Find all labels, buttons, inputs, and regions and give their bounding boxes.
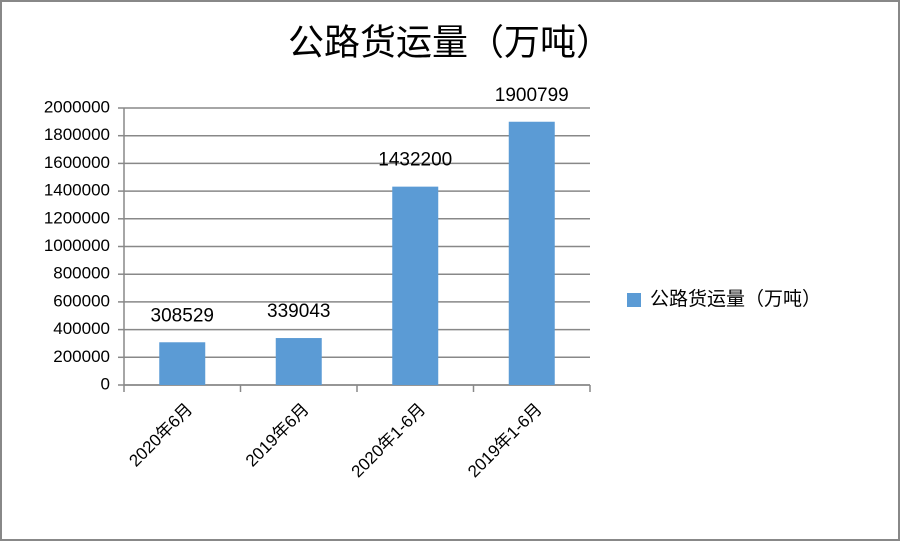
bar <box>159 342 206 385</box>
y-tick-label: 200000 <box>53 347 110 366</box>
chart-title: 公路货运量（万吨） <box>288 22 612 63</box>
data-label: 1900799 <box>495 85 569 106</box>
y-tick-label: 800000 <box>53 264 110 283</box>
y-tick-label: 1400000 <box>44 181 110 200</box>
bar <box>392 186 439 385</box>
legend-swatch <box>627 293 641 307</box>
data-label: 308529 <box>151 305 214 326</box>
data-label: 339043 <box>267 301 330 322</box>
data-label: 1432200 <box>378 150 452 171</box>
bar <box>508 121 555 385</box>
y-tick-label: 1200000 <box>44 208 110 227</box>
bar <box>275 338 322 385</box>
y-tick-label: 0 <box>101 374 110 393</box>
legend-label: 公路货运量（万吨） <box>650 288 821 310</box>
y-tick-label: 1600000 <box>44 153 110 172</box>
y-tick-label: 600000 <box>53 291 110 310</box>
y-tick-label: 1800000 <box>44 125 110 144</box>
y-tick-label: 400000 <box>53 319 110 338</box>
y-tick-label: 1000000 <box>44 236 110 255</box>
y-tick-label: 2000000 <box>44 97 110 116</box>
